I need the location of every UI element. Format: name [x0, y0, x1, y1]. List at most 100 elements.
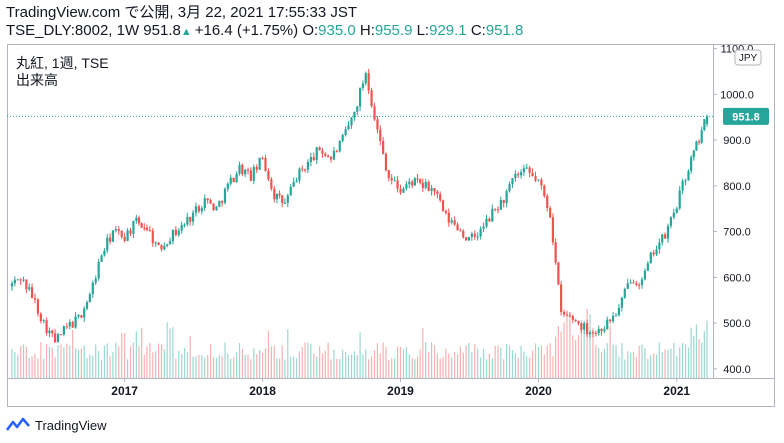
volume-bar	[416, 356, 419, 378]
candle-body	[215, 206, 218, 211]
volume-bar	[241, 348, 243, 378]
volume-bar	[146, 346, 148, 378]
volume-bar	[612, 344, 614, 378]
volume-bar	[552, 356, 554, 378]
volume-bar	[66, 343, 68, 378]
volume-bar	[115, 342, 117, 378]
candle-body	[358, 87, 362, 107]
volume-bar	[72, 329, 74, 378]
candle-body	[408, 181, 411, 185]
candle-body	[174, 229, 177, 235]
candle-body	[450, 220, 453, 223]
candle-body	[453, 220, 456, 225]
candle-body	[306, 162, 310, 170]
candle-body	[546, 195, 549, 208]
volume-bar	[520, 345, 522, 378]
candle-body	[499, 200, 502, 210]
volume-bar	[273, 345, 275, 378]
volume-bar	[679, 347, 681, 378]
volume-bar	[63, 347, 65, 378]
candle-body	[166, 244, 169, 246]
volume-bar	[183, 348, 186, 378]
volume-bar	[373, 350, 376, 378]
candle-body	[252, 166, 255, 181]
volume-bar	[43, 358, 45, 378]
candle-body	[623, 288, 626, 298]
volume-bar	[304, 342, 306, 378]
volume-bar	[442, 357, 444, 378]
volume-bar	[350, 354, 353, 378]
candle-body	[574, 319, 577, 322]
footer-brand[interactable]: TradingView	[6, 414, 107, 436]
chart-border	[7, 44, 775, 407]
high-label: H:	[359, 22, 375, 39]
volume-bar	[592, 328, 594, 378]
volume-bar	[379, 353, 381, 378]
volume-bar	[563, 322, 565, 378]
candle-body	[283, 202, 286, 204]
volume-bar	[448, 353, 450, 378]
price-change: +16.4 (+1.75%)	[194, 22, 299, 39]
candle-body	[470, 233, 473, 237]
volume-bar	[189, 336, 191, 378]
low-value: 929.1	[429, 22, 467, 39]
candle-body	[692, 150, 695, 158]
volume-bar	[603, 348, 605, 378]
candle-body	[315, 147, 318, 161]
volume-bar	[514, 353, 516, 378]
footer-brand-label: TradingView	[35, 417, 107, 433]
volume-bar	[212, 357, 215, 378]
candle-body	[387, 170, 390, 178]
volume-bar	[385, 347, 387, 378]
volume-bar	[178, 350, 180, 378]
candle-body	[646, 263, 649, 271]
candle-body	[327, 155, 330, 158]
candle-body	[157, 242, 160, 246]
volume-bar	[324, 350, 326, 378]
candle-body	[140, 223, 143, 228]
currency-badge[interactable]	[734, 49, 762, 66]
volume-bar	[313, 353, 315, 378]
volume-bar	[103, 345, 106, 378]
volume-bar	[83, 345, 85, 378]
volume-bar	[118, 346, 120, 378]
candle-body	[393, 180, 396, 182]
candle-body	[672, 212, 675, 218]
candle-body	[557, 262, 560, 285]
volume-bar	[627, 351, 629, 378]
candle-body	[163, 245, 166, 250]
volume-bar	[428, 352, 430, 378]
volume-bar	[218, 355, 220, 378]
volume-bar	[667, 350, 669, 378]
price-axis[interactable]: 400.0500.0600.0700.0800.0900.01000.01100…	[713, 44, 754, 376]
volume-bar	[86, 358, 88, 378]
volume-bars	[11, 308, 708, 378]
candle-body	[609, 319, 612, 322]
candle-body	[258, 157, 261, 170]
volume-bar	[595, 345, 597, 378]
candle-body	[586, 323, 589, 335]
volume-bar	[497, 345, 499, 378]
candle-body	[154, 242, 157, 244]
candle-body	[160, 245, 163, 250]
candle-body	[197, 206, 200, 212]
candle-body	[249, 170, 252, 181]
volume-bar	[307, 342, 309, 378]
volume-bar	[261, 352, 264, 378]
candle-body	[275, 193, 279, 200]
price-chart[interactable]: 400.0500.0600.0700.0800.0900.01000.01100…	[7, 44, 775, 407]
candle-body	[71, 322, 74, 328]
time-axis[interactable]: 2017 2018 2019 2020 2021	[111, 378, 690, 398]
volume-bar	[433, 345, 436, 378]
volume-bar	[422, 328, 424, 378]
candle-body	[59, 334, 63, 336]
volume-bar	[676, 355, 678, 378]
candle-body	[22, 279, 25, 281]
chart-frame[interactable]: 400.0500.0600.0700.0800.0900.01000.01100…	[7, 44, 775, 407]
candle-body	[606, 319, 609, 330]
volume-bar	[621, 343, 623, 378]
volume-bar	[321, 353, 324, 378]
candle-body	[183, 224, 186, 226]
candle-body	[370, 90, 373, 107]
volume-bar	[149, 343, 151, 378]
